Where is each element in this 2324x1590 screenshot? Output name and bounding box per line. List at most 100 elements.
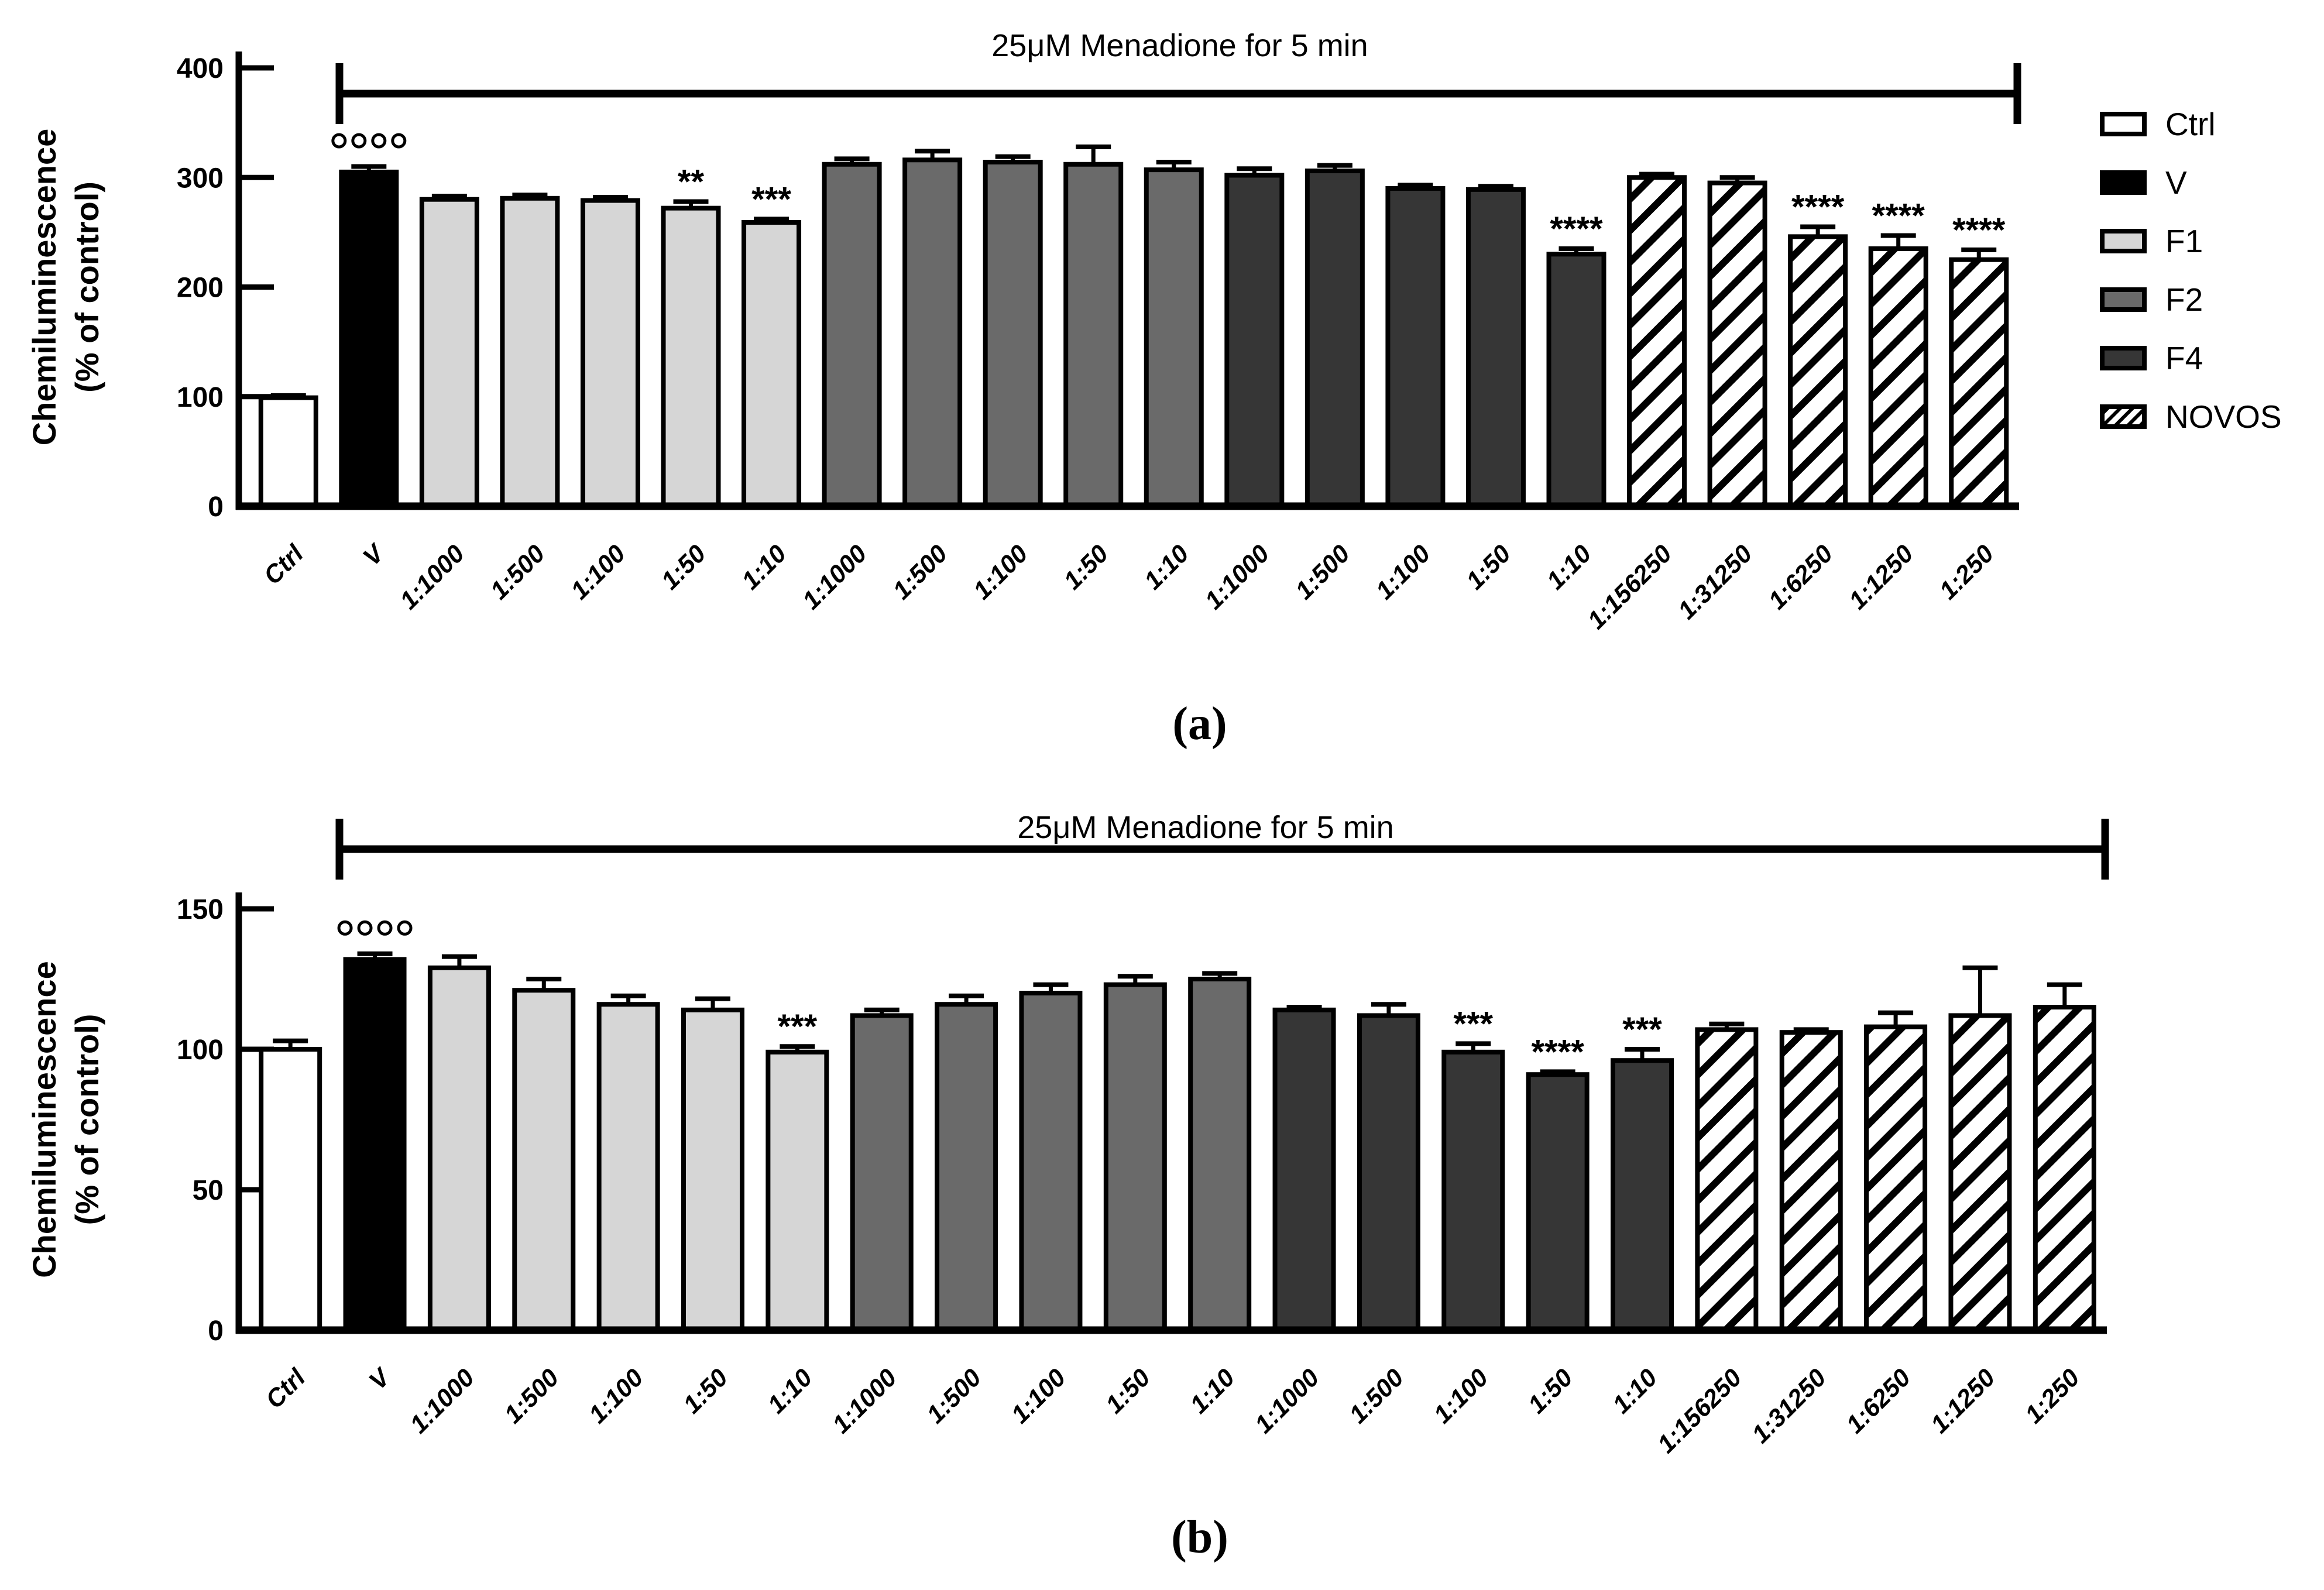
y-tick-label: 100 — [177, 1035, 224, 1066]
x-tick-label: 1:500 — [485, 540, 551, 605]
bar-undefined-f4 — [1357, 1013, 1420, 1333]
y-axis-label: Chemiluminescence — [26, 961, 63, 1278]
x-tick-label: 1:500 — [921, 1364, 987, 1429]
significance-circles — [351, 133, 367, 149]
x-tick-label: Ctrl — [260, 1363, 311, 1414]
bar-undefined-f2 — [902, 157, 963, 509]
x-tick-label: 1:10 — [1542, 540, 1597, 595]
bar-undefined-ctrl — [258, 395, 318, 509]
legend-label: Ctrl — [2165, 105, 2216, 142]
f1-swatch-icon — [2100, 229, 2147, 253]
significance-stars: **** — [1872, 197, 1925, 235]
x-tick-label: 1:1000 — [404, 1364, 480, 1439]
significance-stars: **** — [1531, 1033, 1584, 1071]
bar-undefined-f4 — [1441, 1049, 1505, 1333]
bar-undefined-f4 — [1272, 1007, 1336, 1333]
y-tick-label: 0 — [208, 492, 224, 523]
x-tick-label: 1:50 — [1100, 1364, 1156, 1419]
x-tick-label: 1:50 — [656, 540, 712, 595]
caption-a: (a) — [1172, 698, 1227, 750]
legend-label: F4 — [2165, 339, 2203, 376]
y-tick-label: 50 — [193, 1175, 224, 1206]
bar-undefined-f2 — [1103, 982, 1167, 1333]
x-tick-label: 1:50 — [1461, 540, 1516, 595]
y-tick-label: 0 — [208, 1316, 224, 1347]
bar-undefined-f1 — [596, 1002, 660, 1333]
legend-item-f2: F2 — [2100, 283, 2282, 315]
x-tick-label: 1:100 — [1371, 540, 1436, 605]
y-tick-label: 200 — [177, 273, 224, 304]
x-tick-label: 1:6250 — [1763, 540, 1839, 615]
x-tick-label: 1:10 — [736, 540, 792, 595]
y-tick-label: 100 — [177, 382, 224, 413]
significance-circles — [357, 920, 373, 936]
x-tick-label: 1:500 — [1344, 1364, 1409, 1429]
x-tick-label: 1:10 — [1139, 540, 1194, 595]
x-tick-label: Ctrl — [259, 539, 310, 590]
bar-undefined-f2 — [1188, 977, 1252, 1333]
significance-circles — [391, 133, 407, 149]
significance-stars: **** — [1952, 211, 2006, 249]
bar-undefined-f1 — [500, 195, 560, 509]
x-tick-label: 1:10 — [763, 1364, 818, 1419]
x-tick-label: 1:1000 — [1249, 1364, 1325, 1439]
significance-stars: ** — [678, 163, 705, 201]
x-tick-label: 1:1250 — [1844, 540, 1919, 615]
x-tick-label: 1:100 — [1429, 1364, 1494, 1429]
x-tick-label: 1:100 — [565, 540, 631, 605]
x-tick-label: 1:1000 — [394, 540, 470, 615]
bar-undefined-f1 — [765, 1049, 829, 1333]
x-tick-label: 1:10 — [1607, 1364, 1663, 1419]
bar-undefined-novos — [1864, 1024, 1928, 1333]
y-axis-label: (% of control) — [68, 1014, 105, 1225]
bar-undefined-f4 — [1611, 1058, 1674, 1333]
y-tick-label: 150 — [177, 894, 224, 925]
ctrl-swatch-icon — [2100, 112, 2147, 136]
bar-undefined-novos — [1695, 1027, 1759, 1333]
x-tick-label: 1:250 — [2020, 1364, 2085, 1429]
bar-undefined-f2 — [1144, 167, 1204, 509]
y-axis-label: Chemiluminescence — [26, 129, 63, 446]
y-tick-label: 400 — [177, 53, 224, 84]
x-tick-label: 1:1000 — [1200, 540, 1275, 615]
bar-undefined-novos — [1788, 234, 1848, 509]
bar-undefined-f1 — [427, 965, 491, 1333]
bar-undefined-f2 — [983, 160, 1043, 509]
legend-item-v: V — [2100, 166, 2282, 198]
x-tick-label: 1:100 — [1006, 1364, 1072, 1429]
legend: Ctrl V F1 F2 F4 NOVOS — [2100, 108, 2282, 463]
caption-b: (b) — [1171, 1512, 1228, 1563]
bar-undefined-f4 — [1465, 187, 1526, 509]
significance-circles — [331, 133, 347, 149]
legend-label: F2 — [2165, 281, 2203, 318]
bar-undefined-f1 — [512, 988, 576, 1333]
x-tick-label: V — [358, 538, 391, 572]
novos-swatch-icon — [2100, 404, 2147, 429]
x-tick-label: 1:250 — [1934, 540, 2000, 605]
significance-stars: *** — [751, 180, 791, 218]
bar-undefined-ctrl — [259, 1047, 322, 1333]
x-tick-label: 1:50 — [678, 1364, 733, 1419]
chart-title: 25μM Menadione for 5 min — [1017, 810, 1393, 845]
bar-undefined-f4 — [1526, 1072, 1590, 1333]
bar-undefined-novos — [1627, 175, 1687, 509]
bar-undefined-novos — [2033, 1005, 2096, 1333]
x-tick-label: 1:100 — [583, 1364, 649, 1429]
x-tick-label: 1:100 — [968, 540, 1034, 605]
significance-stars: *** — [1622, 1011, 1662, 1049]
x-tick-label: 1:500 — [1290, 540, 1355, 605]
legend-label: V — [2165, 164, 2187, 201]
bar-undefined-f1 — [661, 205, 721, 509]
y-axis-label: (% of control) — [68, 181, 105, 393]
v-swatch-icon — [2100, 170, 2147, 195]
legend-item-ctrl: Ctrl — [2100, 108, 2282, 140]
f4-swatch-icon — [2100, 346, 2147, 370]
chart-b: 25μM Menadione for 5 min 0 50 100 150 Chemilu… — [26, 810, 2109, 1459]
x-tick-label: 1:10 — [1185, 1364, 1240, 1419]
bar-undefined-novos — [1949, 257, 2009, 509]
x-tick-label: V — [363, 1362, 397, 1396]
significance-stars: *** — [778, 1008, 818, 1046]
bar-undefined-v — [343, 957, 407, 1333]
significance-circles — [397, 920, 413, 936]
